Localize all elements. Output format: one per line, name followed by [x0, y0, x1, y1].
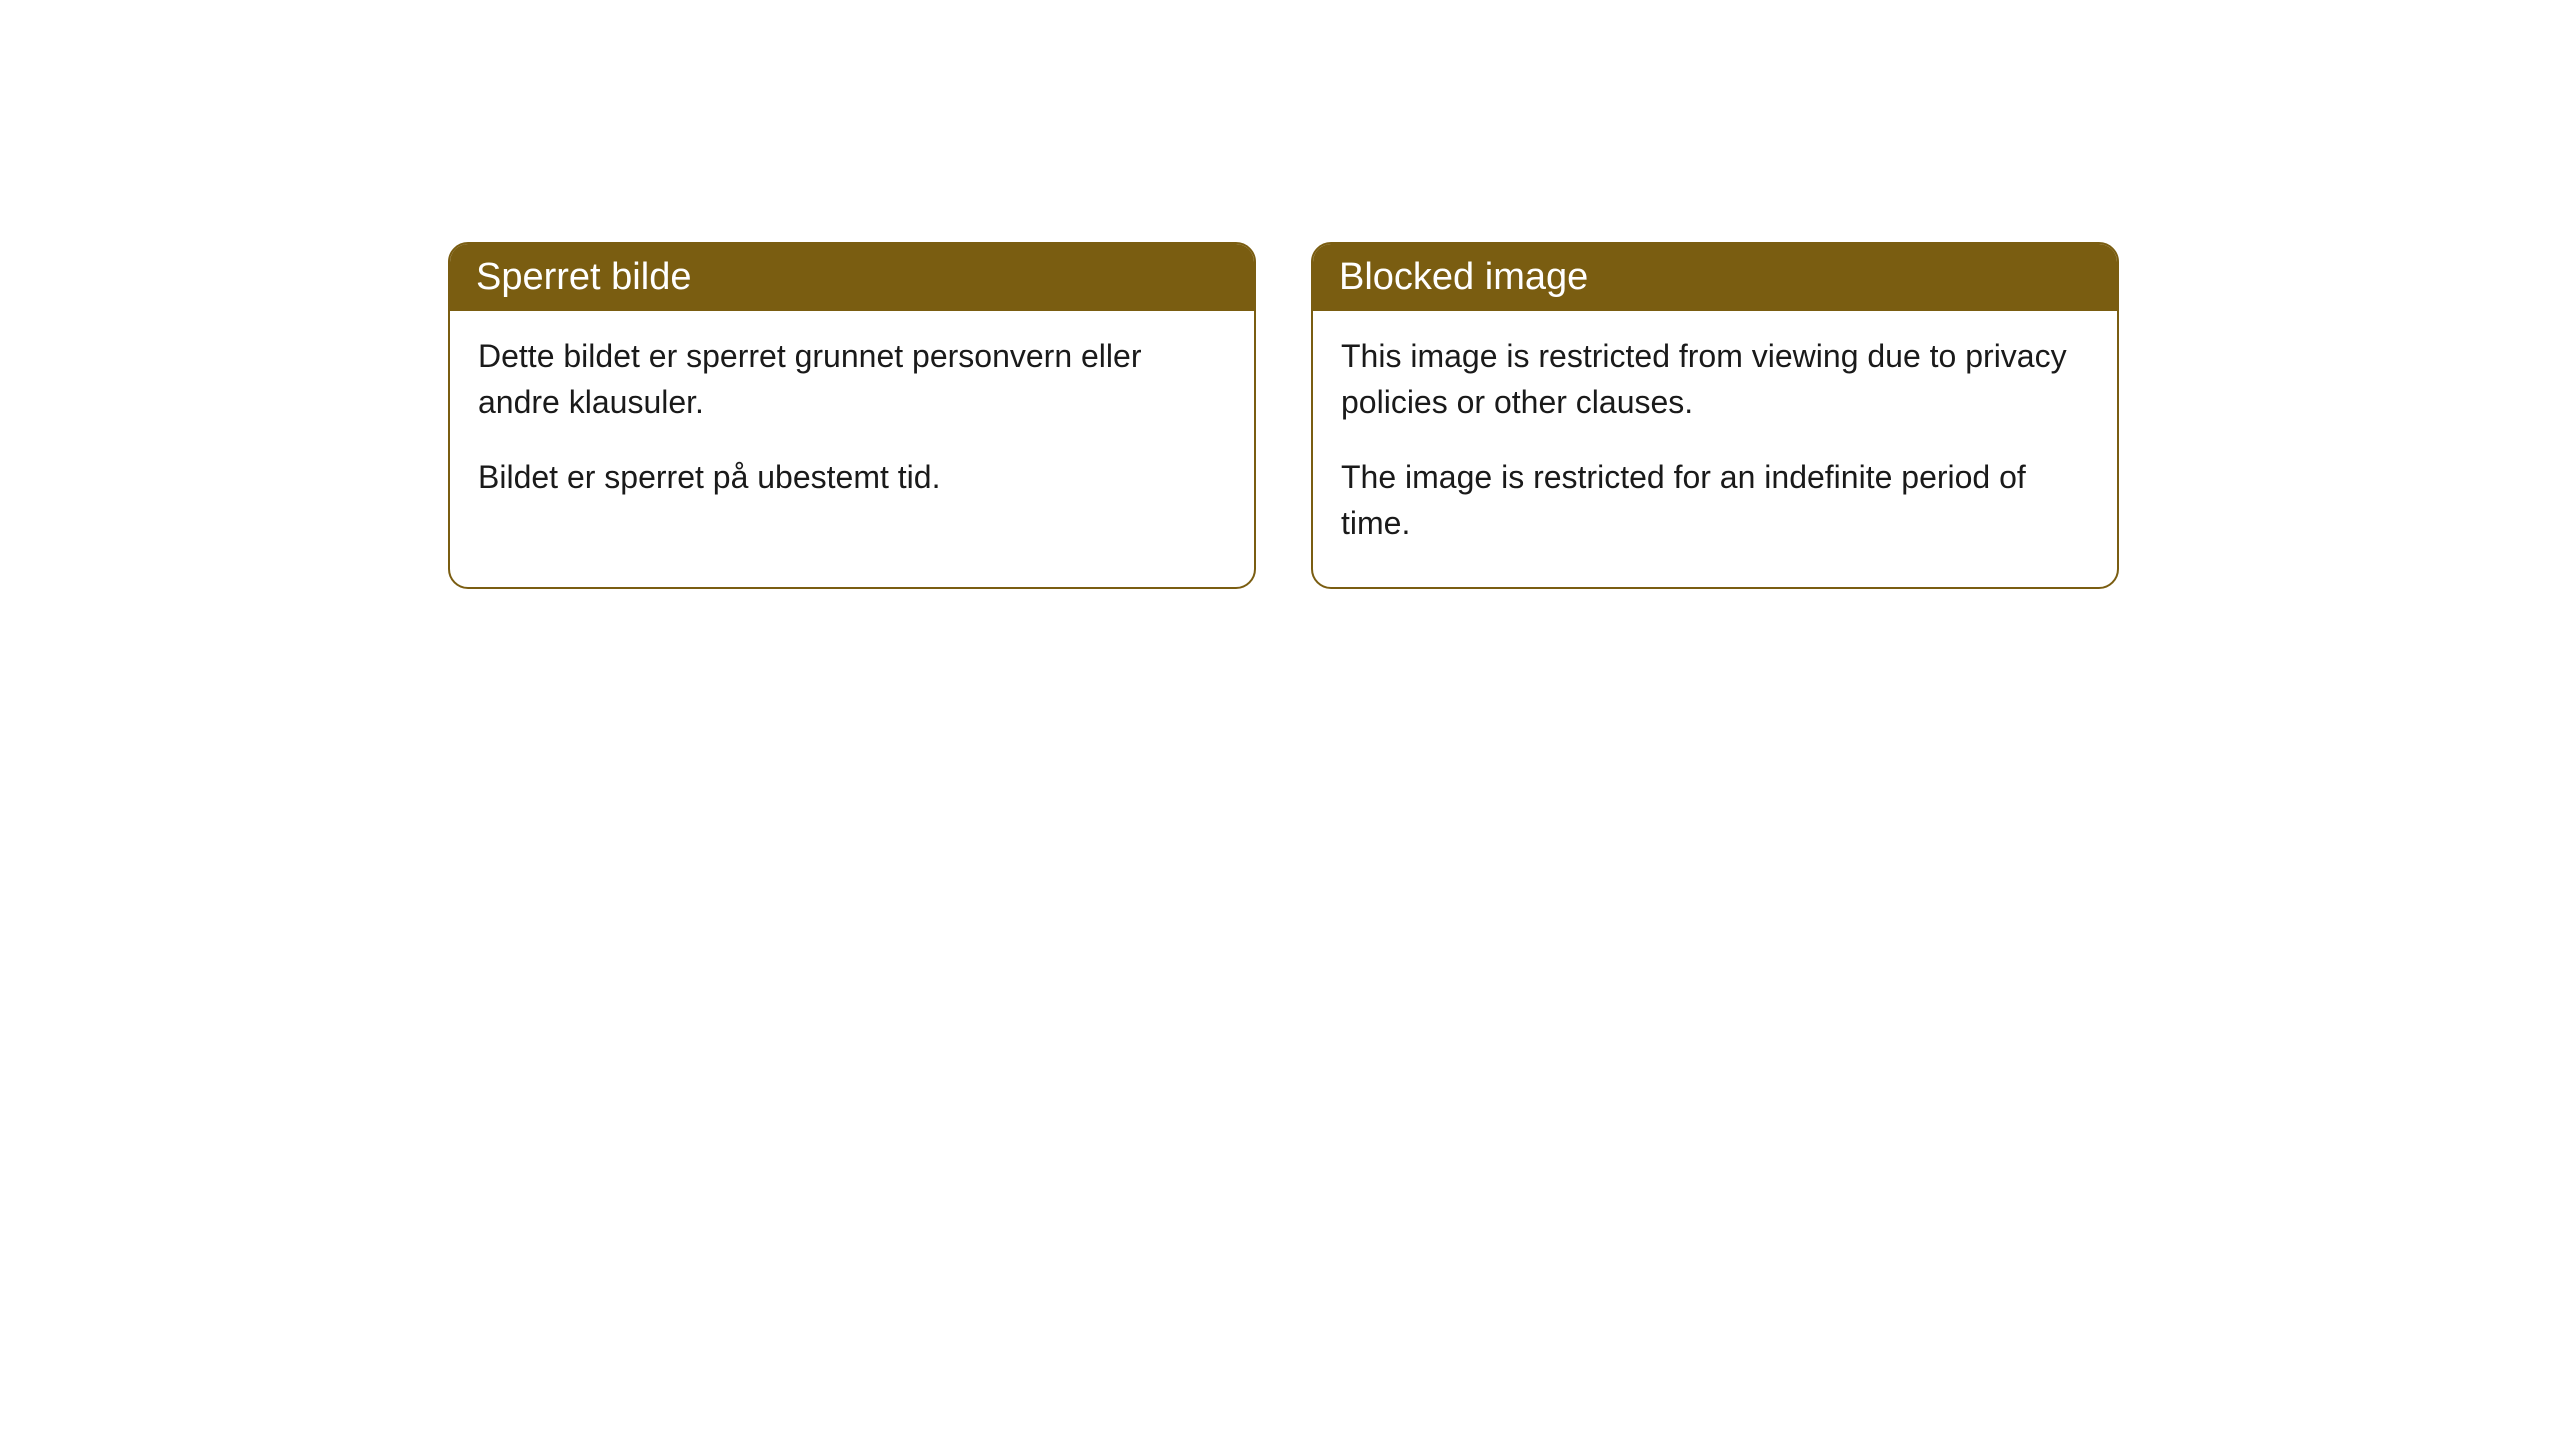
card-paragraph1-english: This image is restricted from viewing du…: [1341, 333, 2089, 426]
blocked-image-card-norwegian: Sperret bilde Dette bildet er sperret gr…: [448, 242, 1256, 589]
card-paragraph1-norwegian: Dette bildet er sperret grunnet personve…: [478, 333, 1226, 426]
card-title-english: Blocked image: [1339, 256, 1588, 298]
card-paragraph2-norwegian: Bildet er sperret på ubestemt tid.: [478, 454, 1226, 500]
card-paragraph2-english: The image is restricted for an indefinit…: [1341, 454, 2089, 547]
card-body-english: This image is restricted from viewing du…: [1313, 311, 2117, 587]
card-title-norwegian: Sperret bilde: [476, 256, 691, 298]
card-header-english: Blocked image: [1313, 244, 2117, 311]
card-header-norwegian: Sperret bilde: [450, 244, 1254, 311]
blocked-image-card-english: Blocked image This image is restricted f…: [1311, 242, 2119, 589]
card-body-norwegian: Dette bildet er sperret grunnet personve…: [450, 311, 1254, 540]
notice-cards-container: Sperret bilde Dette bildet er sperret gr…: [448, 242, 2119, 589]
